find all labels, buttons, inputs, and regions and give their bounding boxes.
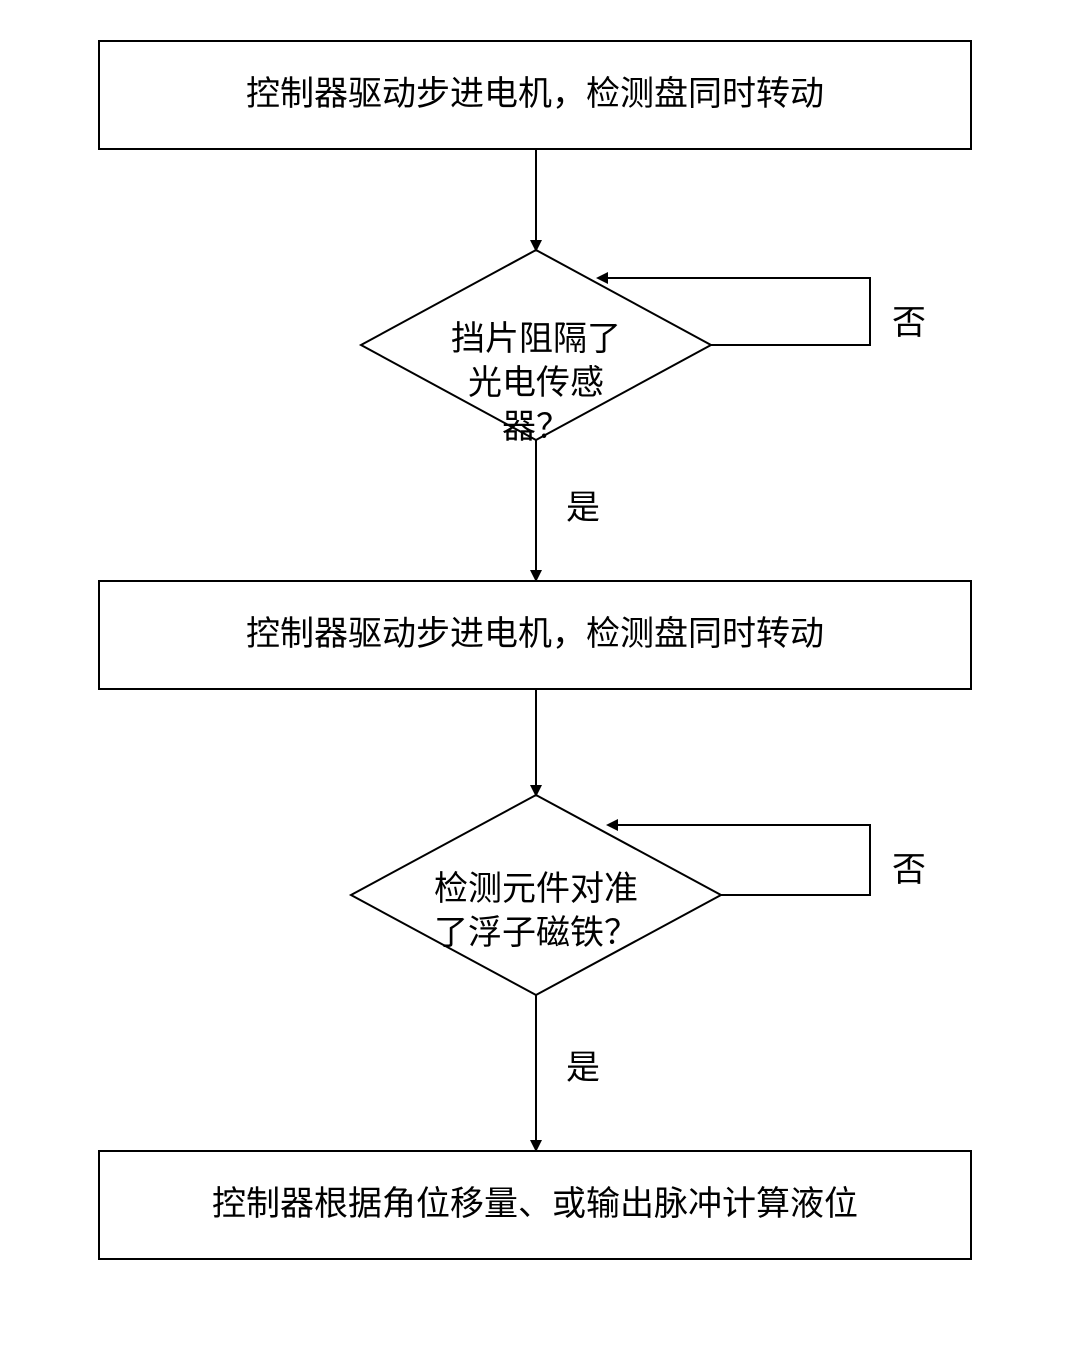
label-yes-2: 是 xyxy=(566,1040,600,1089)
edge-d2-no-loop xyxy=(608,825,870,895)
process-3-text: 控制器根据角位移量、或输出脉冲计算液位 xyxy=(212,1181,858,1229)
flowchart-canvas: 控制器驱动步进电机，检测盘同时转动 挡片阻隔了 光电传感器？ 控制器驱动步进电机… xyxy=(0,0,1072,1366)
process-1: 控制器驱动步进电机，检测盘同时转动 xyxy=(98,40,972,150)
edge-d1-no-loop xyxy=(598,278,870,345)
process-2-text: 控制器驱动步进电机，检测盘同时转动 xyxy=(246,611,824,659)
decision-1-text: 挡片阻隔了 光电传感器？ xyxy=(436,318,636,451)
label-no-1: 否 xyxy=(892,295,926,344)
label-no-2: 否 xyxy=(892,842,926,891)
label-yes-1: 是 xyxy=(566,480,600,529)
process-1-text: 控制器驱动步进电机，检测盘同时转动 xyxy=(246,71,824,119)
decision-2-text: 检测元件对准 了浮子磁铁？ xyxy=(426,868,646,956)
process-2: 控制器驱动步进电机，检测盘同时转动 xyxy=(98,580,972,690)
process-3: 控制器根据角位移量、或输出脉冲计算液位 xyxy=(98,1150,972,1260)
